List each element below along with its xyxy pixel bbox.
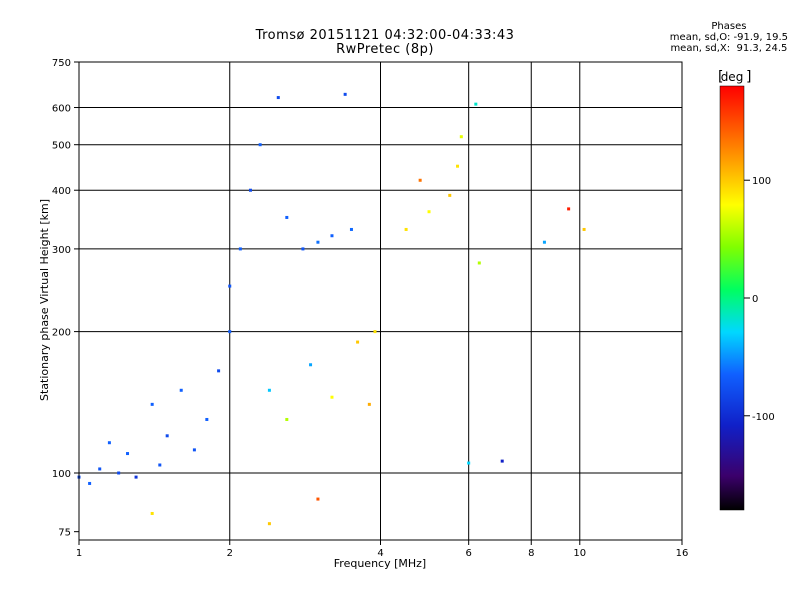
colorbar-tick-label: 0 <box>752 294 758 305</box>
y-axis-ticks: 75 100 200 300 400 500 600 750 <box>52 58 79 539</box>
data-point <box>448 193 452 197</box>
data-point <box>309 363 313 367</box>
data-points <box>77 92 586 526</box>
data-point <box>217 369 221 373</box>
x-axis-ticks: 1 2 4 6 8 10 16 <box>76 540 689 559</box>
phase-statistics: Phases mean, sd,O: -91.9, 19.5 mean, sd,… <box>670 21 788 54</box>
y-tick-label: 200 <box>52 328 71 339</box>
x-tick-label: 2 <box>227 548 233 559</box>
phase-o-mode: mean, sd,O: -91.9, 19.5 <box>669 32 788 43</box>
data-point <box>228 284 232 288</box>
data-point <box>456 164 460 168</box>
x-tick-label: 4 <box>377 548 383 559</box>
data-point <box>267 388 271 392</box>
y-axis-label: Stationary phase Virtual Height [km] <box>38 199 51 401</box>
data-point <box>373 330 377 334</box>
data-point <box>276 96 280 100</box>
x-tick-label: 10 <box>573 548 586 559</box>
colorbar-tick-label: 100 <box>752 176 771 187</box>
colorbar-ticks: 100 0 -100 <box>744 176 775 423</box>
colorbar <box>719 85 745 511</box>
x-tick-label: 16 <box>676 548 689 559</box>
data-point <box>330 234 334 238</box>
data-point <box>542 240 546 244</box>
data-point <box>349 227 353 231</box>
phase-x-mode: mean, sd,X: 91.3, 24.5 <box>670 43 788 54</box>
data-point <box>567 207 571 211</box>
colorbar-unit-bracket-left: [ <box>718 69 723 85</box>
data-point <box>316 497 320 501</box>
data-point <box>107 441 111 445</box>
data-point <box>367 402 371 406</box>
data-point <box>474 102 478 106</box>
y-tick-label: 400 <box>52 186 71 197</box>
phase-heading: Phases <box>711 21 747 32</box>
chart-title-line1: Tromsø 20151121 04:32:00-04:33:43 <box>255 28 515 43</box>
colorbar-unit-bracket-right: ] <box>746 69 751 85</box>
data-point <box>205 417 209 421</box>
chart-title-line2: RwPretec (8p) <box>336 42 434 57</box>
data-point <box>165 434 169 438</box>
data-point <box>248 188 252 192</box>
data-point <box>238 247 242 251</box>
data-point <box>158 463 162 467</box>
data-point <box>126 452 130 456</box>
y-tick-label: 600 <box>52 104 71 115</box>
data-point <box>356 340 360 344</box>
data-point <box>98 467 102 471</box>
data-point <box>418 178 422 182</box>
data-point <box>330 395 334 399</box>
y-tick-label: 75 <box>58 528 71 539</box>
data-point <box>477 261 481 265</box>
data-point <box>285 215 289 219</box>
y-tick-label: 100 <box>52 469 71 480</box>
data-point <box>179 388 183 392</box>
data-point <box>150 402 154 406</box>
data-point <box>228 330 232 334</box>
y-tick-label: 750 <box>52 58 71 69</box>
data-point <box>301 247 305 251</box>
data-point <box>88 481 92 485</box>
data-point <box>467 461 471 465</box>
data-point <box>316 240 320 244</box>
colorbar-unit-label: deg <box>721 70 744 84</box>
data-point <box>427 210 431 214</box>
data-point <box>459 135 463 139</box>
data-point <box>192 448 196 452</box>
x-tick-label: 6 <box>465 548 471 559</box>
data-point <box>117 471 121 475</box>
data-point <box>582 227 586 231</box>
x-axis-label: Frequency [MHz] <box>334 557 426 570</box>
data-point <box>343 92 347 96</box>
y-tick-label: 500 <box>52 141 71 152</box>
data-point <box>285 417 289 421</box>
x-tick-label: 8 <box>528 548 534 559</box>
data-point <box>150 511 154 515</box>
data-point <box>258 143 262 147</box>
data-point <box>500 459 504 463</box>
y-tick-label: 300 <box>52 245 71 256</box>
grid-lines <box>79 62 682 540</box>
x-tick-label: 1 <box>76 548 82 559</box>
data-point <box>134 475 138 479</box>
colorbar-tick-label: -100 <box>752 412 775 423</box>
data-point <box>404 227 408 231</box>
data-point <box>267 522 271 526</box>
